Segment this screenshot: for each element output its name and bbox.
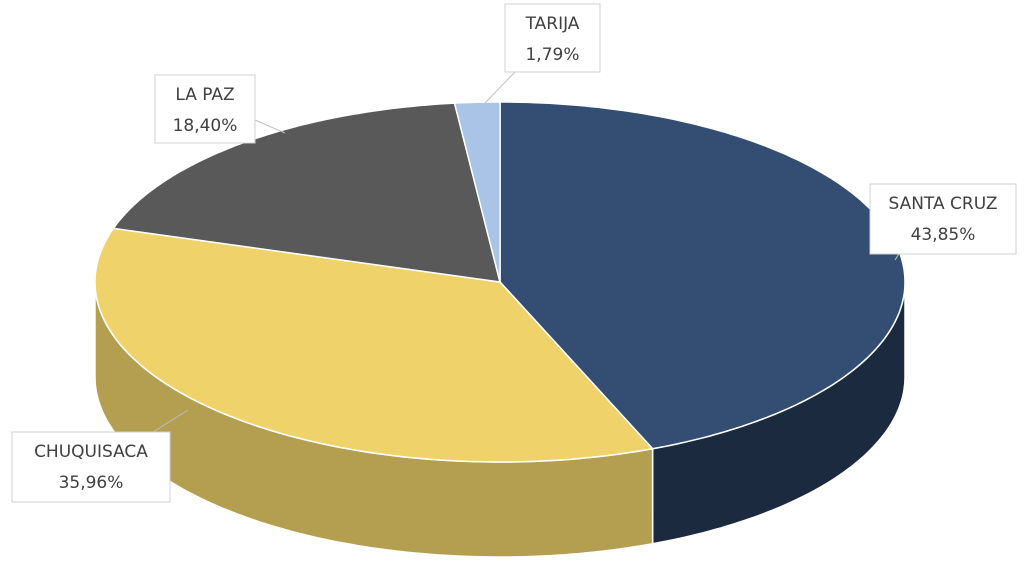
category-label: CHUQUISACA [34,442,148,462]
value-label: 35,96% [59,473,124,493]
leader-line [484,71,516,104]
label-box [11,431,171,503]
leader-line [149,409,189,435]
label-box [869,183,1017,255]
value-label: 43,85% [911,225,976,245]
pie-slice [453,101,501,283]
label-box [504,3,601,73]
leader-line [254,119,286,134]
category-label: LA PAZ [175,85,234,105]
category-label: TARIJA [525,14,580,34]
value-label: 1,79% [525,45,579,65]
label-box [154,74,256,144]
pie-slice [94,227,655,463]
value-label: 18,40% [173,116,238,136]
category-label: SANTA CRUZ [888,194,997,214]
